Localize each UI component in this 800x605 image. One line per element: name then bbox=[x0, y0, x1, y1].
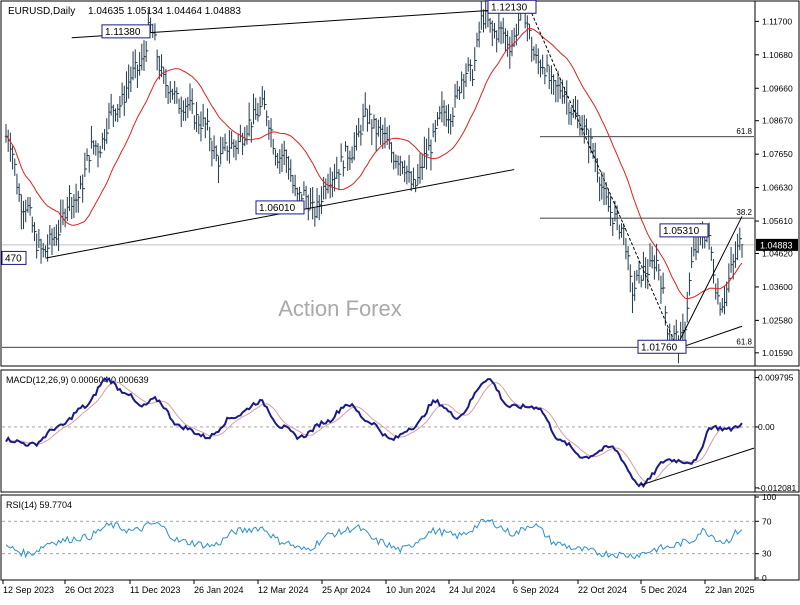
macd-axis-panel bbox=[754, 369, 800, 493]
price-annotation-box bbox=[1, 250, 27, 265]
price-annotation-label: 1.06010 bbox=[259, 203, 296, 214]
x-axis: 12 Sep 2023 26 Oct 2023 11 Dec 2023 26 Jan … bbox=[2, 580, 755, 595]
price-axis-tick-label: 1.03600 bbox=[762, 282, 793, 292]
rsi-panel bbox=[0, 494, 756, 581]
rsi-line bbox=[5, 518, 743, 560]
x-axis-tick-label: 24 Jul 2024 bbox=[449, 585, 496, 595]
macd-signal-line bbox=[5, 381, 743, 483]
price-annotation-box bbox=[101, 24, 151, 39]
fib-label: 38.2 bbox=[736, 208, 752, 217]
x-axis-tick-label: 22 Oct 2024 bbox=[578, 585, 627, 595]
price-axis-tick-label: 1.07650 bbox=[762, 149, 793, 159]
x-axis-tick-label: 10 Jun 2024 bbox=[386, 585, 436, 595]
ohlc-header: 1.04635 1.05134 1.04464 1.04883 bbox=[88, 6, 241, 17]
x-axis-tick-label: 25 Apr 2024 bbox=[322, 585, 371, 595]
x-axis-tick-label: 12 Mar 2024 bbox=[258, 585, 309, 595]
current-price-box bbox=[756, 238, 798, 251]
price-axis-tick-label: 1.06630 bbox=[762, 183, 793, 193]
rsi-axis-tick-label: 0 bbox=[762, 573, 767, 583]
price-axis-tick-label: 1.01590 bbox=[762, 348, 793, 358]
macd-line bbox=[5, 376, 743, 488]
price-annotation-box bbox=[659, 223, 709, 238]
x-axis-tick-label: 26 Jan 2024 bbox=[194, 585, 244, 595]
x-axis-tick-label: 22 Jan 2025 bbox=[705, 585, 755, 595]
chart-symbol-label: EURUSD,Daily bbox=[8, 6, 75, 17]
price-annotation-label: 1.05310 bbox=[663, 226, 700, 237]
moving-average-line bbox=[5, 27, 743, 300]
trend-line bbox=[684, 325, 743, 347]
rsi-axis-tick-label: 100 bbox=[762, 492, 776, 502]
price-annotation-box bbox=[487, 0, 537, 14]
price-layer: 61.8 38.2 61.8 1.11380 1.12130 1.06010 1.05310… bbox=[1, 0, 798, 364]
price-axis-tick-label: 1.11700 bbox=[762, 16, 792, 26]
watermark: Action Forex bbox=[278, 296, 402, 321]
current-price-label: 1.04883 bbox=[760, 240, 793, 250]
fib-label: 61.8 bbox=[736, 337, 752, 346]
rsi-axis-tick-label: 70 bbox=[762, 516, 772, 526]
macd-axis-tick-label: 0.009795 bbox=[758, 373, 794, 383]
rsi-layer: 100 70 30 0 bbox=[2, 492, 776, 583]
price-annotation-label: 470 bbox=[5, 253, 22, 264]
trend-line bbox=[675, 216, 743, 348]
macd-label: MACD(12,26,9) 0.000604 0.000639 bbox=[6, 375, 149, 385]
price-axis-tick-label: 1.05610 bbox=[762, 216, 793, 226]
trend-line bbox=[531, 12, 677, 347]
macd-axis-tick-label: -0.012081 bbox=[758, 483, 797, 493]
x-axis-tick-label: 5 Dec 2024 bbox=[641, 585, 687, 595]
x-axis-tick-label: 11 Dec 2023 bbox=[130, 585, 180, 595]
price-annotation-box bbox=[255, 200, 305, 215]
price-axis-tick-label: 1.08670 bbox=[762, 116, 793, 126]
x-axis-tick-label: 12 Sep 2023 bbox=[3, 585, 54, 595]
price-axis-tick-label: 1.02580 bbox=[762, 315, 793, 325]
macd-layer: 0.009795 0.00 -0.012081 bbox=[2, 373, 797, 493]
price-annotation-label: 1.12130 bbox=[491, 2, 528, 13]
price-axis-tick-label: 1.09660 bbox=[762, 83, 793, 93]
rsi-axis-panel bbox=[754, 494, 800, 581]
price-annotation-box bbox=[637, 339, 687, 354]
rsi-axis-tick-label: 30 bbox=[762, 549, 772, 559]
fib-label: 61.8 bbox=[736, 127, 752, 136]
rsi-label: RSI(14) 59.7704 bbox=[6, 500, 72, 510]
macd-axis-tick-label: 0.00 bbox=[758, 422, 775, 432]
x-axis-tick-label: 6 Sep 2024 bbox=[513, 585, 559, 595]
x-axis-tick-label: 26 Oct 2023 bbox=[65, 585, 114, 595]
price-axis-tick-label: 1.10680 bbox=[762, 50, 793, 60]
macd-trend-line bbox=[641, 447, 755, 486]
price-annotation-label: 1.01760 bbox=[641, 342, 678, 353]
price-axis-tick-label: 1.04620 bbox=[762, 248, 793, 258]
macd-panel bbox=[0, 369, 756, 493]
price-axis-panel bbox=[754, 0, 800, 367]
price-annotation-label: 1.11380 bbox=[105, 27, 141, 38]
